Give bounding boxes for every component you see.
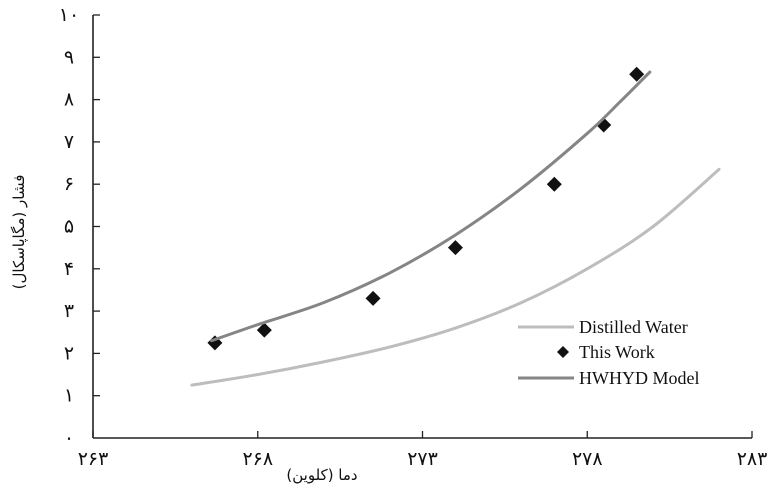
- data-point-this-work: [629, 66, 645, 82]
- data-point-this-work: [546, 176, 562, 192]
- legend-entry-label: Distilled Water: [579, 317, 688, 337]
- legend-entry-label: This Work: [579, 342, 655, 362]
- series-line-hwhyd-model: [210, 70, 652, 343]
- series-line-distilled-water: [190, 167, 721, 387]
- series-layer: [190, 66, 721, 387]
- x-tick-label: ۲۸۳: [737, 448, 768, 470]
- x-tick-label: ۲۷۸: [572, 448, 603, 470]
- data-point-this-work: [447, 240, 463, 256]
- legend: Distilled Water This Work HWHYD Model: [518, 317, 699, 388]
- y-tick-label: ۶: [64, 173, 74, 195]
- x-ticks: ۲۶۳ ۲۶۸ ۲۷۳ ۲۷۸ ۲۸۳: [78, 431, 768, 470]
- legend-swatch-marker: [557, 346, 569, 358]
- y-tick-label: ۱۰: [59, 4, 79, 26]
- data-point-this-work: [365, 290, 381, 306]
- x-tick-label: ۲۶۸: [242, 448, 273, 470]
- x-tick-label: ۲۶۳: [78, 448, 109, 470]
- y-ticks: ۰ ۱ ۲ ۳ ۴ ۵ ۶ ۷ ۸ ۹ ۱۰: [59, 4, 100, 449]
- y-axis-label: فشار (مگاپاسکال): [10, 175, 29, 290]
- legend-entry-label: HWHYD Model: [579, 368, 699, 388]
- y-tick-label: ۸: [64, 89, 74, 111]
- data-point-this-work: [256, 322, 272, 338]
- y-tick-label: ۳: [64, 300, 74, 322]
- x-tick-label: ۲۷۳: [407, 448, 438, 470]
- y-tick-label: ۷: [64, 131, 74, 153]
- y-tick-label: ۴: [64, 258, 74, 280]
- y-tick-label: ۹: [64, 46, 74, 68]
- x-axis-label: دما (کلوین): [286, 466, 357, 484]
- y-tick-label: ۵: [64, 216, 74, 238]
- y-tick-label: ۰: [64, 427, 74, 449]
- y-tick-label: ۲: [64, 342, 74, 364]
- y-tick-label: ۱: [64, 385, 74, 407]
